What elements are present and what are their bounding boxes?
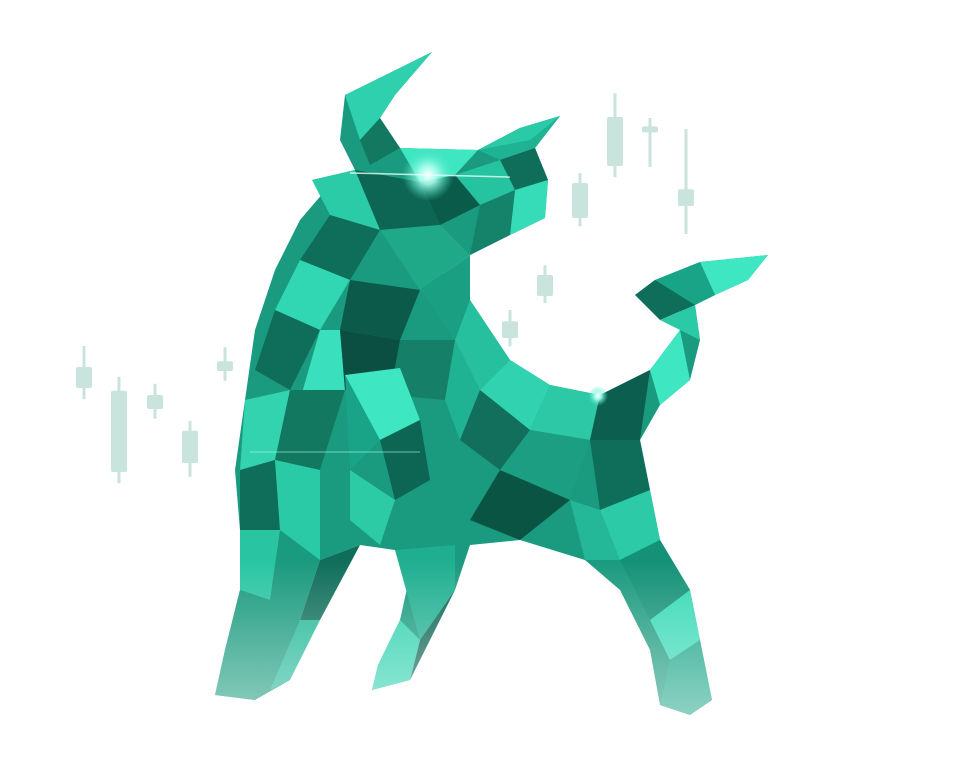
candlestick-body <box>182 430 198 463</box>
candlestick-body <box>678 189 694 206</box>
leg-fade-overlay <box>200 560 730 730</box>
candlestick-body <box>607 117 623 166</box>
candlestick-body <box>147 395 163 409</box>
candlestick-body <box>76 367 92 388</box>
eye-light-streak <box>349 172 511 178</box>
candlestick-body <box>111 390 127 472</box>
tail-glint <box>588 386 608 406</box>
candlestick-body <box>642 126 658 133</box>
candlestick-body <box>502 321 518 338</box>
candlestick-chart-background <box>76 93 694 484</box>
bull-figure <box>200 52 768 730</box>
candlestick-body <box>217 361 233 371</box>
candlestick-body <box>537 275 553 296</box>
candlestick-body <box>572 183 588 218</box>
